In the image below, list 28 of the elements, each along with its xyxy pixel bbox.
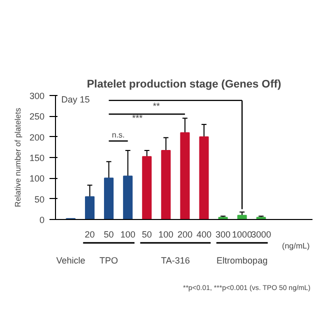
text: Eltrombopag — [216, 256, 268, 266]
x-tick-label: 300 — [216, 230, 231, 240]
y-axis-title: Relative number of platelets — [13, 108, 22, 208]
annotation: *** — [132, 113, 144, 124]
annotation: ** — [152, 101, 160, 112]
annotation: n.s. — [112, 130, 125, 140]
y-tick-label: 50 — [34, 194, 45, 204]
annotation: Day 15 — [61, 94, 90, 105]
x-tick-label: 100 — [158, 230, 174, 240]
text: TA-316 — [161, 256, 190, 266]
x-tick-label: 1000 — [232, 230, 252, 240]
x-tick-label: 3000 — [251, 230, 272, 240]
x-tick-label: 400 — [196, 230, 212, 240]
y-tick-label: 0 — [39, 215, 45, 225]
y-tick-label: 300 — [29, 91, 45, 101]
text: (ng/mL) — [282, 241, 310, 250]
y-tick-label: 250 — [29, 112, 45, 122]
x-tick-label: 200 — [177, 230, 192, 240]
x-tick-label: 50 — [104, 230, 114, 240]
x-tick-label: 100 — [120, 230, 136, 240]
x-tick-label: 50 — [142, 230, 152, 240]
x-tick-label: 20 — [84, 230, 95, 240]
text: Vehicle — [56, 256, 86, 266]
text: TPO — [100, 256, 118, 266]
chart-title: Platelet production stage (Genes Off) — [86, 78, 282, 90]
y-tick-label: 100 — [29, 174, 45, 184]
y-tick-label: 150 — [29, 153, 45, 163]
y-tick-label: 200 — [29, 132, 45, 142]
